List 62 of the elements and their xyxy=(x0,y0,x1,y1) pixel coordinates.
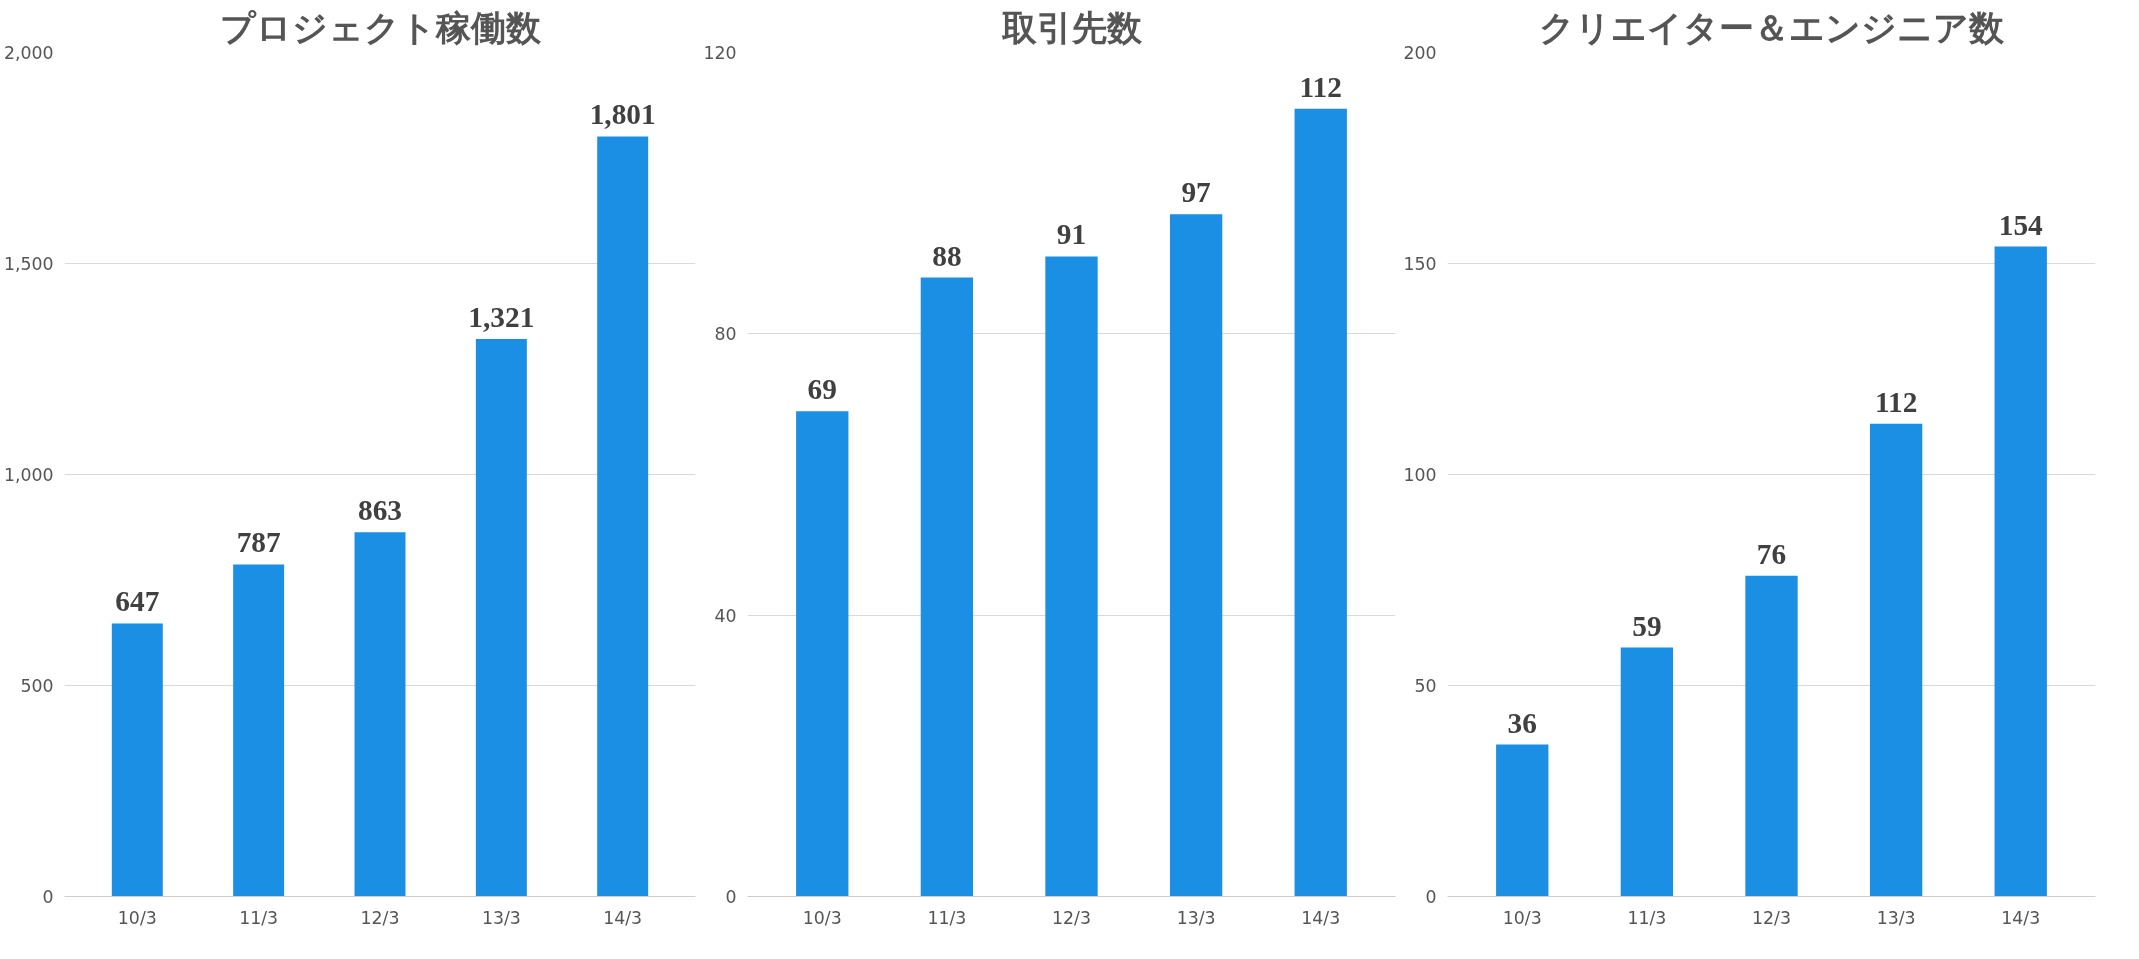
x-tick-label: 12/3 xyxy=(1752,907,1791,928)
y-tick-label: 80 xyxy=(714,324,737,345)
x-tick-label: 10/3 xyxy=(802,907,842,928)
x-tick-label: 14/3 xyxy=(2001,907,2041,928)
bar xyxy=(796,411,849,897)
data-label: 97 xyxy=(1181,176,1211,209)
data-label: 1,321 xyxy=(468,301,535,334)
bar xyxy=(233,564,285,897)
bar xyxy=(354,532,406,897)
x-tick-label: 11/3 xyxy=(239,907,279,928)
y-tick-label: 500 xyxy=(20,676,54,696)
bar xyxy=(1496,744,1549,897)
y-tick-label: 50 xyxy=(1414,676,1437,696)
data-label: 112 xyxy=(1299,70,1342,103)
data-label: 647 xyxy=(115,585,160,618)
data-label: 59 xyxy=(1632,609,1662,642)
y-tick-label: 40 xyxy=(714,605,737,626)
bar xyxy=(1045,256,1098,897)
data-label: 1,801 xyxy=(589,98,656,131)
y-tick-label: 0 xyxy=(725,887,737,907)
x-tick-label: 10/3 xyxy=(1502,907,1542,928)
y-tick-label: 150 xyxy=(1403,254,1437,274)
x-tick-label: 13/3 xyxy=(481,907,521,928)
y-tick-label: 200 xyxy=(1403,43,1437,63)
data-label: 863 xyxy=(358,494,402,527)
data-label: 91 xyxy=(1056,218,1087,251)
data-label: 88 xyxy=(932,239,962,272)
x-tick-label: 14/3 xyxy=(603,907,643,928)
chart-title: 取引先数 xyxy=(1000,7,1143,48)
data-label: 112 xyxy=(1874,385,1918,418)
x-tick-label: 12/3 xyxy=(360,907,400,928)
y-tick-label: 1,500 xyxy=(3,254,54,274)
bar xyxy=(475,339,527,897)
bar xyxy=(1294,108,1347,897)
x-tick-label: 13/3 xyxy=(1876,907,1916,928)
chart-title: プロジェクト稼働数 xyxy=(219,7,542,48)
data-label: 154 xyxy=(1998,208,2044,241)
x-tick-label: 11/3 xyxy=(927,907,967,928)
y-tick-label: 0 xyxy=(42,887,54,907)
y-tick-label: 2,000 xyxy=(3,43,54,63)
bar xyxy=(920,277,974,897)
bar xyxy=(111,623,163,897)
x-tick-label: 10/3 xyxy=(117,907,157,928)
x-tick-label: 13/3 xyxy=(1176,907,1216,928)
x-tick-label: 14/3 xyxy=(1301,907,1341,928)
x-tick-label: 12/3 xyxy=(1052,907,1091,928)
y-tick-label: 1,000 xyxy=(3,465,54,485)
bar xyxy=(1620,647,1674,897)
y-tick-label: 120 xyxy=(703,43,737,63)
data-label: 69 xyxy=(807,373,837,406)
y-tick-label: 0 xyxy=(1425,887,1437,907)
data-label: 76 xyxy=(1756,537,1787,570)
data-label: 787 xyxy=(236,526,281,559)
bar xyxy=(1745,575,1798,897)
chart-title: クリエイター＆エンジニア数 xyxy=(1539,7,2005,48)
bar xyxy=(1169,214,1223,897)
bar xyxy=(597,136,649,897)
x-tick-label: 11/3 xyxy=(1627,907,1667,928)
bar xyxy=(1869,423,1923,897)
data-label: 36 xyxy=(1507,706,1537,739)
bar xyxy=(1994,246,2047,897)
y-tick-label: 100 xyxy=(1403,465,1437,485)
